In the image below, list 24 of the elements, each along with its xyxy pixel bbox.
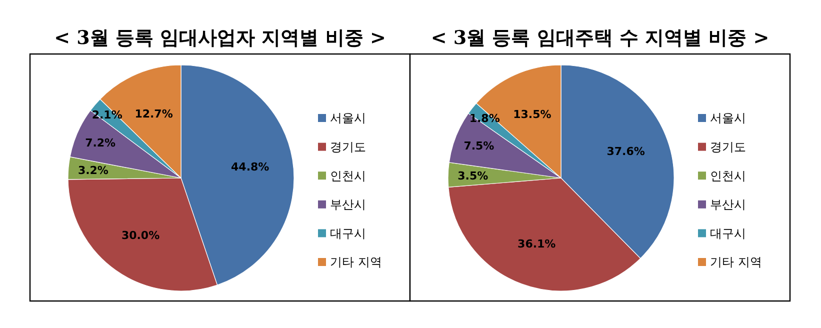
legend-label: 대구시 bbox=[710, 226, 746, 240]
legend-label: 서울시 bbox=[330, 111, 366, 126]
chart-title: < 3월 등록 임대주택 수 지역별 비중 > bbox=[430, 27, 770, 49]
legend-label: 부산시 bbox=[330, 198, 366, 212]
data-label: 36.1% bbox=[518, 238, 556, 251]
data-label: 13.5% bbox=[513, 108, 552, 121]
legend-label: 기타 지역 bbox=[710, 255, 762, 270]
data-label: 3.2% bbox=[78, 164, 108, 178]
legend-label: 부산시 bbox=[710, 198, 746, 212]
legend-label: 대구시 bbox=[330, 226, 366, 240]
data-label: 7.2% bbox=[85, 136, 116, 150]
chart-title: < 3월 등록 임대사업자 지역별 비중 > bbox=[54, 27, 386, 49]
data-label: 30.0% bbox=[121, 229, 160, 242]
legend-label: 인천시 bbox=[710, 168, 746, 183]
legend-label: 인천시 bbox=[330, 168, 366, 183]
data-label: 44.8% bbox=[231, 160, 270, 174]
legend-label: 경기도 bbox=[710, 140, 746, 154]
data-label: 3.5% bbox=[458, 169, 488, 182]
data-label: 37.6% bbox=[606, 145, 645, 158]
legend-label: 기타 지역 bbox=[330, 255, 382, 270]
data-label: 12.7% bbox=[134, 107, 173, 120]
legend-label: 서울시 bbox=[710, 111, 746, 126]
data-label: 7.5% bbox=[464, 140, 494, 153]
legend-label: 경기도 bbox=[330, 140, 366, 154]
